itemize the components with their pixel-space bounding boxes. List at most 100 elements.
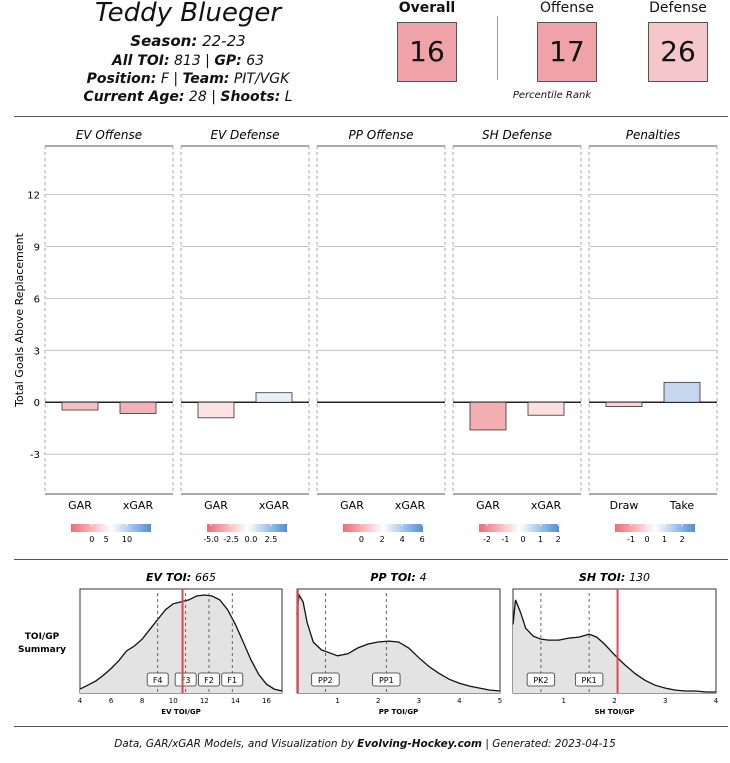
age-line: Current Age: 28 | Shoots: L bbox=[83, 89, 293, 105]
x-tick-label: 4 bbox=[714, 697, 719, 705]
color-scale-legend bbox=[71, 524, 151, 532]
y-tick-label: 9 bbox=[34, 242, 40, 253]
bar-gar bbox=[197, 401, 235, 419]
x-tick-label: 8 bbox=[140, 697, 144, 705]
bar-draw bbox=[605, 401, 643, 407]
legend-tick-label: 2 bbox=[380, 535, 385, 544]
y-tick-label: 12 bbox=[27, 190, 40, 201]
row-label-line2: Summary bbox=[18, 645, 66, 655]
toi-panel-ev-toi: EV TOI: 665 F4 F3 F2 F1 4 6 8 10 12 14 16 EV TOI/GP bbox=[78, 571, 283, 716]
gar-panel-sh-defense: SH Defense GAR xGAR -2 -1 0 1 2 bbox=[452, 128, 582, 544]
line-marker-label: F1 bbox=[227, 676, 237, 685]
x-axis-label: EV TOI/GP bbox=[161, 708, 200, 716]
legend-tick-label: -1 bbox=[627, 535, 635, 544]
legend-tick-label: -2 bbox=[483, 535, 491, 544]
density-area bbox=[513, 599, 716, 693]
player-name: Teddy Blueger bbox=[94, 0, 282, 28]
x-category-label: GAR bbox=[204, 499, 228, 512]
position-line: Position: F | Team: PIT/VGK bbox=[86, 71, 290, 87]
legend-tick-label: 0 bbox=[644, 535, 649, 544]
gar-panel-ev-defense: EV Defense GAR xGAR -5.0 -2.5 0.0 2.5 bbox=[180, 128, 310, 544]
offense-label: Offense bbox=[539, 0, 595, 16]
gar-bar-chart: Total Goals Above Replacement-3036912EV … bbox=[13, 128, 718, 544]
panel-title: PP Offense bbox=[348, 128, 413, 142]
density-curve bbox=[512, 599, 716, 693]
legend-tick-label: -2.5 bbox=[223, 535, 239, 544]
legend-tick-label: 0 bbox=[359, 535, 364, 544]
y-axis-label: Total Goals Above Replacement bbox=[13, 232, 26, 407]
line-marker-label: F2 bbox=[204, 676, 214, 685]
x-tick-label: 1 bbox=[562, 697, 566, 705]
line-marker-box bbox=[146, 672, 169, 687]
line-marker-box bbox=[221, 672, 244, 687]
x-tick-label: 10 bbox=[169, 697, 178, 705]
x-tick-label: 2 bbox=[376, 697, 380, 705]
offense-rank-box: 17 bbox=[537, 22, 597, 82]
x-tick-label: 4 bbox=[78, 697, 83, 705]
legend-tick-label: 1 bbox=[538, 535, 543, 544]
x-tick-label: 5 bbox=[498, 697, 502, 705]
panel-title: EV Defense bbox=[210, 128, 279, 142]
defense-label: Defense bbox=[649, 0, 707, 16]
overall-label: Overall bbox=[398, 0, 456, 16]
overall-rank-box: 16 bbox=[397, 22, 457, 82]
season-line: Season: 22-23 bbox=[130, 32, 246, 50]
x-tick-label: 3 bbox=[417, 697, 421, 705]
legend-tick-label: 1 bbox=[662, 535, 667, 544]
x-tick-label: 16 bbox=[262, 697, 271, 705]
rank-divider bbox=[497, 16, 498, 80]
toi-panel-pp-toi: PP TOI: 4 PP2 PP1 1 2 3 4 5 PP TOI/GP bbox=[296, 571, 502, 716]
gar-panel-penalties: Penalties Draw Take -1 0 1 2 bbox=[588, 128, 718, 544]
color-scale-legend bbox=[207, 524, 287, 532]
legend-tick-label: -1 bbox=[501, 535, 509, 544]
bar-xgar bbox=[255, 392, 293, 403]
line-marker-box bbox=[174, 672, 197, 687]
toi-panel-sh-toi: SH TOI: 130 PK2 PK1 1 2 3 4 SH TOI/GP bbox=[512, 571, 719, 716]
x-tick-label: 2 bbox=[612, 697, 616, 705]
footer-credit: Data, GAR/xGAR Models, and Visualization… bbox=[114, 738, 616, 750]
x-tick-label: 6 bbox=[109, 697, 114, 705]
line-marker-label: F3 bbox=[181, 676, 191, 685]
legend-tick-label: 6 bbox=[420, 535, 425, 544]
x-category-label: Take bbox=[669, 499, 695, 512]
bar-xgar bbox=[527, 401, 565, 416]
y-tick-label: -3 bbox=[30, 450, 40, 461]
line-marker-label: PP2 bbox=[318, 676, 333, 685]
density-area bbox=[80, 595, 282, 693]
defense-rank-box: 26 bbox=[648, 22, 708, 82]
bar-take bbox=[663, 381, 701, 403]
x-category-label: Draw bbox=[610, 499, 639, 512]
line-marker-box bbox=[372, 672, 401, 687]
color-scale-legend bbox=[479, 524, 559, 532]
line-marker-label: F4 bbox=[153, 676, 163, 685]
x-category-label: GAR bbox=[340, 499, 364, 512]
y-tick-label: 3 bbox=[34, 346, 40, 357]
toi-line: All TOI: 813 | GP: 63 bbox=[111, 53, 265, 69]
legend-tick-label: 2.5 bbox=[265, 535, 278, 544]
bar-xgar bbox=[119, 401, 157, 414]
x-category-label: xGAR bbox=[259, 499, 290, 512]
line-marker-box bbox=[574, 672, 604, 687]
legend-tick-label: 2 bbox=[556, 535, 561, 544]
y-tick-label: 6 bbox=[34, 294, 40, 305]
percentile-rank-label: Percentile Rank bbox=[512, 90, 592, 101]
color-scale-legend bbox=[343, 524, 423, 532]
toi-panel-title: PP TOI: 4 bbox=[370, 571, 426, 584]
legend-tick-label: 0.0 bbox=[245, 535, 258, 544]
line-marker-label: PK1 bbox=[582, 676, 597, 685]
legend-tick-label: 5 bbox=[104, 535, 109, 544]
density-area bbox=[297, 595, 500, 693]
line-marker-label: PK2 bbox=[533, 676, 548, 685]
line-marker-box bbox=[198, 672, 220, 687]
section-divider-mid bbox=[14, 559, 728, 560]
panel-title: SH Defense bbox=[482, 128, 552, 142]
line-marker-box bbox=[311, 672, 340, 687]
legend-tick-label: 4 bbox=[400, 535, 405, 544]
line-marker-box bbox=[526, 672, 556, 687]
legend-tick-label: 0 bbox=[89, 535, 94, 544]
legend-tick-label: 0 bbox=[520, 535, 525, 544]
gar-panel-ev-offense: EV Offense GAR xGAR 0 5 10 bbox=[44, 128, 174, 544]
toi-panel-title: SH TOI: 130 bbox=[579, 571, 650, 584]
x-axis-label: PP TOI/GP bbox=[379, 708, 418, 716]
